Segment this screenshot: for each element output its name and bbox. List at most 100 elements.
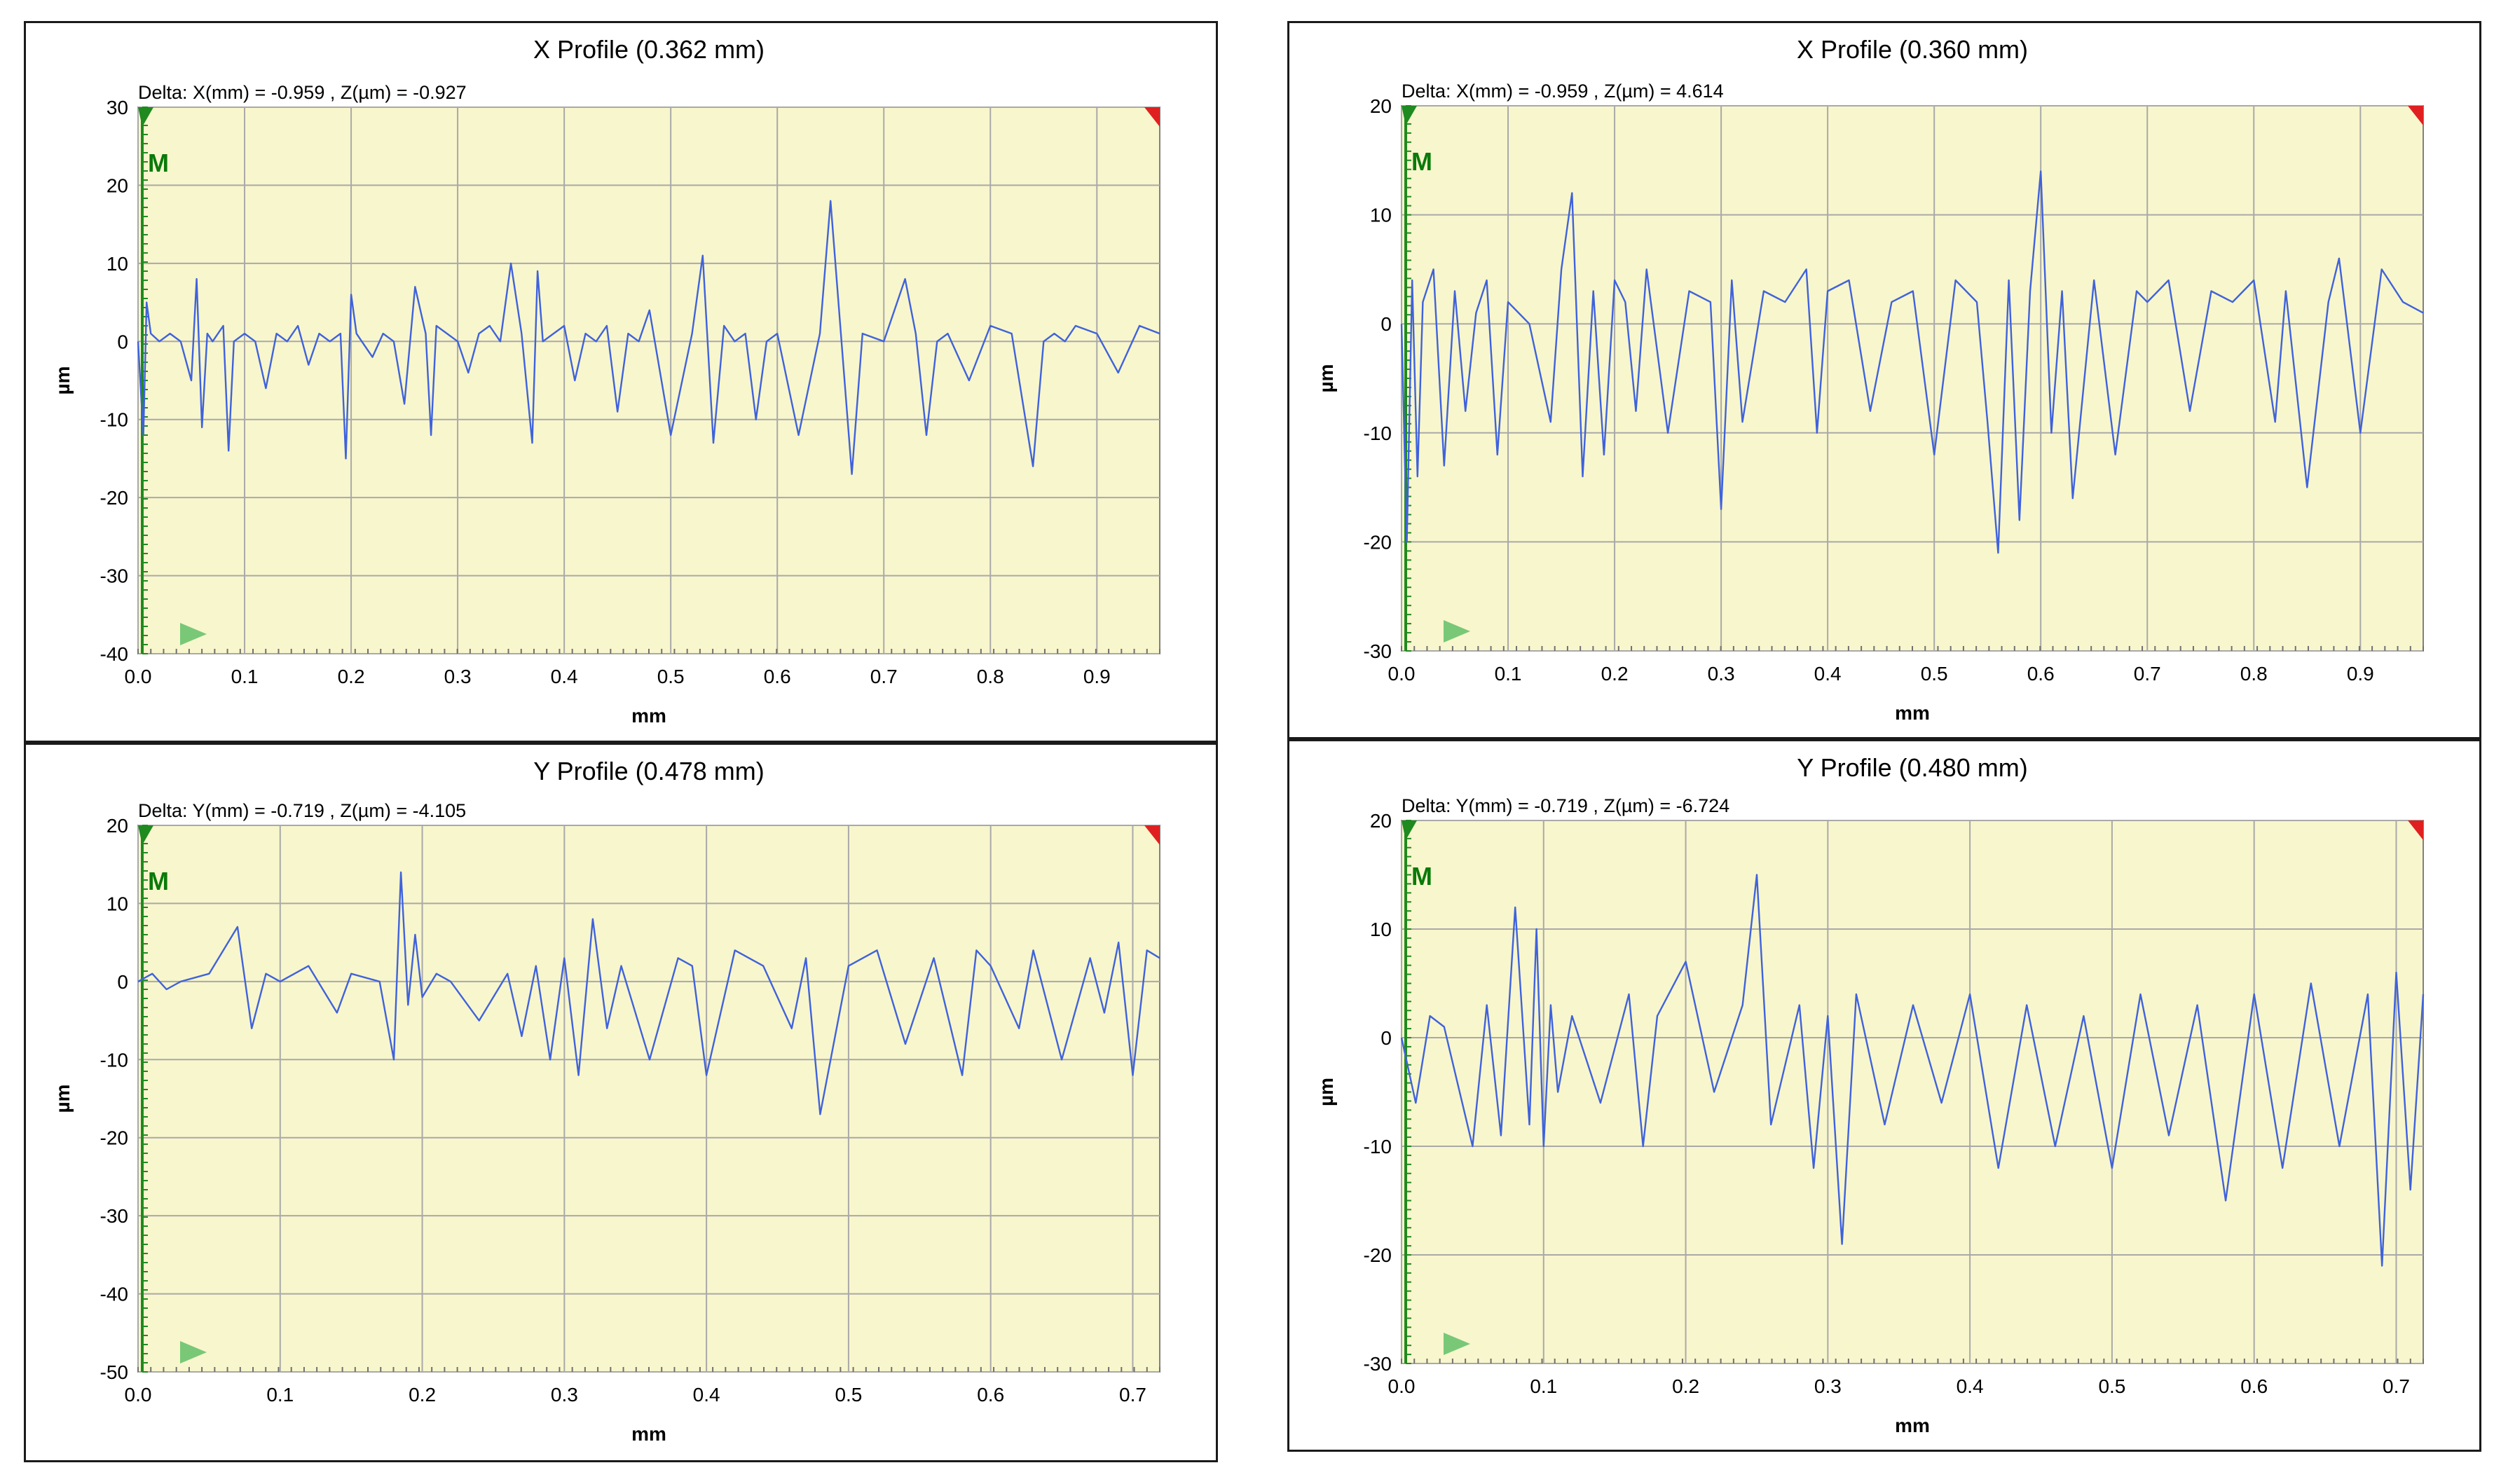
x-tick-label: 0.4 (1957, 1375, 1984, 1397)
plot-area (137, 107, 1160, 654)
x-profile-chart-top-left: X Profile (0.362 mm) Delta: X(mm) = -0.95… (24, 21, 1218, 743)
x-tick-label: 0.2 (1601, 663, 1629, 685)
y-tick-label: 10 (1370, 919, 1392, 940)
x-axis-label: mm (1895, 1415, 1930, 1436)
y-tick-label: 30 (107, 97, 128, 118)
green-flag-icon (138, 107, 153, 127)
x-axis-label: mm (1895, 702, 1930, 724)
x-tick-label: 0.3 (551, 1384, 578, 1406)
x-tick-label: 0.7 (2134, 663, 2161, 685)
chart-title: X Profile (0.362 mm) (533, 35, 765, 64)
delta-readout: Delta: X(mm) = -0.959 , Z(µm) = -0.927 (138, 82, 467, 103)
y-tick-label: -30 (1364, 640, 1392, 662)
y-tick-label: 10 (107, 893, 128, 914)
y-tick-label: -10 (100, 409, 128, 431)
x-tick-label: 0.1 (266, 1384, 294, 1406)
y-tick-label: -40 (100, 1284, 128, 1305)
play-icon (180, 1341, 207, 1363)
marker-m-label: M (148, 867, 169, 895)
x-tick-label: 0.5 (1921, 663, 1948, 685)
y-tick-label: 0 (117, 331, 128, 352)
profile-series-line (1400, 170, 2424, 554)
y-tick-label: -20 (1364, 531, 1392, 553)
plot-area (137, 825, 1160, 1373)
y-tick-label: -10 (1364, 1136, 1392, 1157)
profile-series-line (137, 871, 1160, 1115)
delta-readout: Delta: Y(mm) = -0.719 , Z(µm) = -6.724 (1402, 795, 1729, 816)
y-axis-label: µm (52, 366, 74, 394)
marker-m-label: M (1411, 862, 1432, 891)
y-profile-chart-bottom-left: Y Profile (0.478 mm) Delta: Y(mm) = -0.71… (24, 743, 1218, 1462)
x-tick-label: 0.4 (1814, 663, 1842, 685)
profile-series-line (137, 200, 1160, 475)
chart-svg: X Profile (0.362 mm) Delta: X(mm) = -0.95… (52, 35, 1160, 727)
y-tick-label: 20 (107, 174, 128, 196)
x-tick-label: 0.5 (835, 1384, 862, 1406)
x-tick-label: 0.8 (2240, 663, 2268, 685)
x-tick-label: 0.3 (1708, 663, 1735, 685)
x-tick-label: 0.6 (764, 666, 791, 687)
chart-title: Y Profile (0.480 mm) (1797, 753, 2027, 782)
x-tick-label: 0.0 (125, 666, 152, 687)
x-tick-label: 0.2 (1672, 1375, 1699, 1397)
y-tick-label: -20 (1364, 1244, 1392, 1266)
x-tick-label: 0.8 (977, 666, 1004, 687)
y-tick-label: 10 (107, 253, 128, 275)
y-tick-label: -20 (100, 1127, 128, 1149)
red-flag-icon (2408, 106, 2423, 125)
y-tick-label: -40 (100, 643, 128, 665)
x-tick-label: 0.0 (1388, 1375, 1416, 1397)
green-flag-icon (1402, 106, 1417, 125)
plot-area (1401, 105, 2424, 652)
chart-title: Y Profile (0.478 mm) (533, 757, 764, 785)
y-tick-label: 0 (1380, 1027, 1392, 1049)
x-axis-label: mm (631, 705, 666, 727)
y-tick-label: -10 (1364, 422, 1392, 444)
plot-area (1401, 820, 2424, 1364)
y-profile-chart-bottom-right: Y Profile (0.480 mm) Delta: Y(mm) = -0.71… (1287, 739, 2481, 1452)
x-tick-label: 0.7 (870, 666, 898, 687)
x-tick-label: 0.3 (444, 666, 472, 687)
x-tick-label: 0.5 (657, 666, 685, 687)
y-axis-label: µm (52, 1084, 74, 1113)
y-tick-label: 20 (1370, 810, 1392, 832)
marker-m-label: M (1411, 147, 1432, 176)
y-tick-label: -30 (100, 565, 128, 587)
x-tick-label: 0.1 (1530, 1375, 1557, 1397)
green-flag-icon (138, 825, 153, 845)
play-icon (1444, 620, 1470, 643)
play-icon (1444, 1333, 1470, 1355)
x-tick-label: 0.4 (551, 666, 578, 687)
x-tick-label: 0.7 (1119, 1384, 1146, 1406)
y-axis-label: µm (1315, 1078, 1337, 1106)
y-tick-label: 10 (1370, 205, 1392, 226)
play-icon (180, 623, 207, 645)
y-tick-label: -30 (100, 1205, 128, 1227)
x-tick-label: 0.6 (2027, 663, 2055, 685)
y-tick-label: -10 (100, 1049, 128, 1071)
x-axis-label: mm (631, 1423, 666, 1445)
x-tick-label: 0.6 (2240, 1375, 2268, 1397)
green-flag-icon (1402, 820, 1417, 840)
y-tick-label: 0 (117, 971, 128, 993)
x-tick-label: 0.6 (977, 1384, 1004, 1406)
x-tick-label: 0.0 (125, 1384, 152, 1406)
profile-series-line (1400, 874, 2425, 1267)
x-tick-label: 0.1 (231, 666, 259, 687)
chart-title: X Profile (0.360 mm) (1797, 35, 2028, 64)
red-flag-icon (1144, 825, 1160, 845)
x-profile-chart-top-right: X Profile (0.360 mm) Delta: X(mm) = -0.95… (1287, 21, 2481, 739)
x-tick-label: 0.9 (2347, 663, 2374, 685)
x-tick-label: 0.3 (1814, 1375, 1842, 1397)
red-flag-icon (1144, 107, 1160, 127)
x-tick-label: 0.0 (1388, 663, 1416, 685)
y-tick-label: 0 (1380, 313, 1392, 335)
chart-svg: X Profile (0.360 mm) Delta: X(mm) = -0.95… (1315, 35, 2424, 724)
x-tick-label: 0.2 (338, 666, 365, 687)
x-tick-label: 0.7 (2383, 1375, 2410, 1397)
y-tick-label: -50 (100, 1361, 128, 1383)
y-tick-label: 20 (1370, 95, 1392, 117)
chart-svg: Y Profile (0.478 mm) Delta: Y(mm) = -0.71… (52, 757, 1160, 1445)
x-tick-label: 0.1 (1495, 663, 1522, 685)
red-flag-icon (2408, 820, 2423, 840)
